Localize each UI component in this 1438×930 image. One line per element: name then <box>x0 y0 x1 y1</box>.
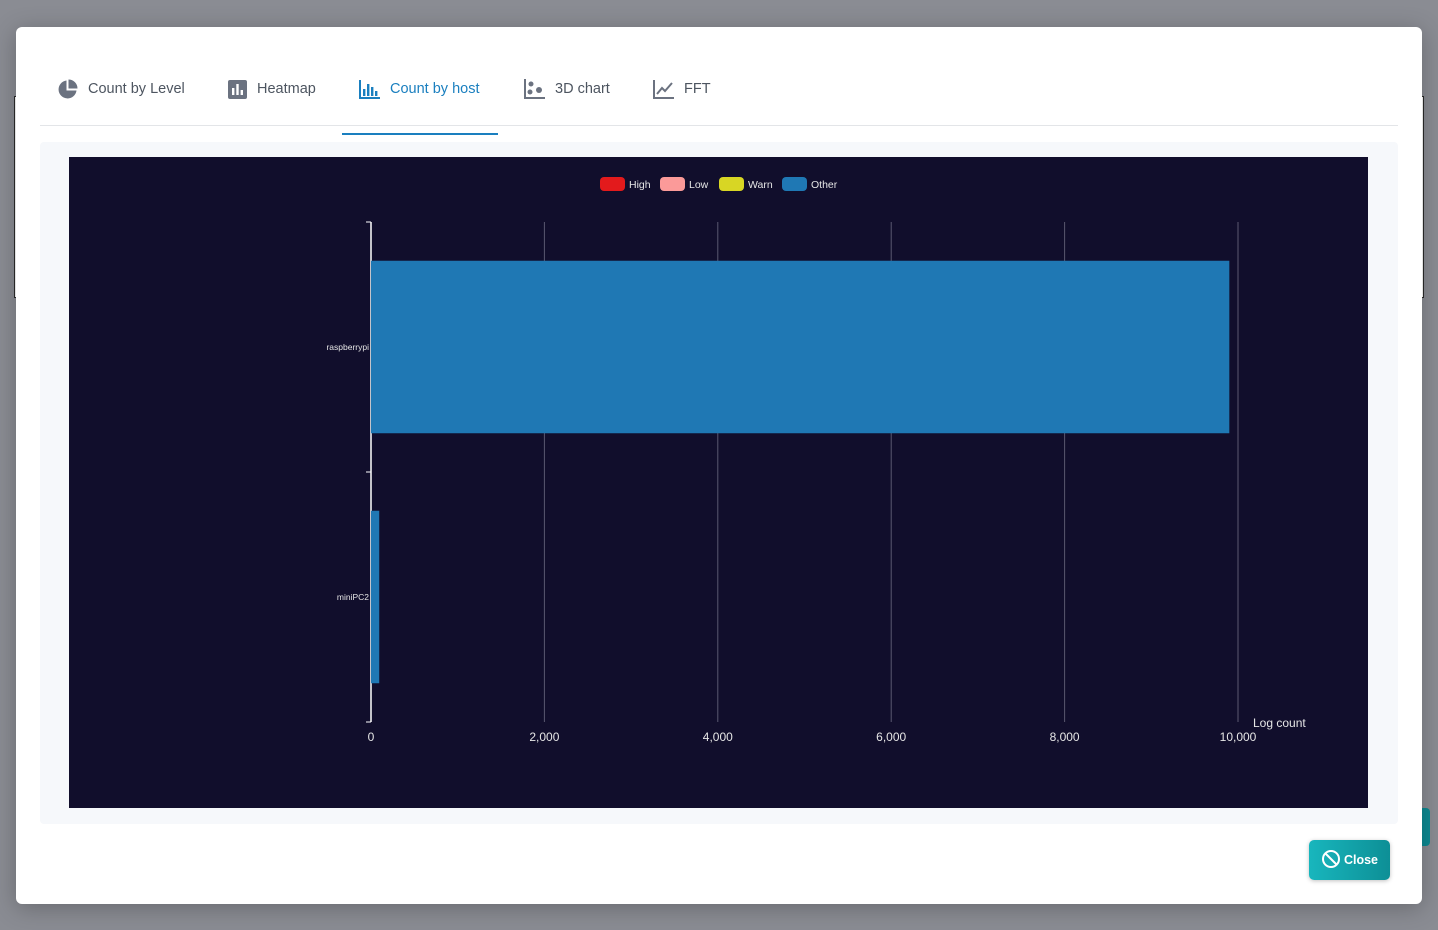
tab-label: Count by host <box>390 81 480 97</box>
legend-swatch-low <box>660 177 685 191</box>
bar-chart-icon <box>228 79 247 99</box>
x-tick-label: 4,000 <box>703 730 733 744</box>
legend-swatch-high <box>600 177 625 191</box>
x-tick-label: 10,000 <box>1220 730 1257 744</box>
tab-label: 3D chart <box>555 81 610 97</box>
x-tick-label: 8,000 <box>1050 730 1080 744</box>
legend-label-other: Other <box>811 179 838 191</box>
ban-icon <box>1321 849 1341 872</box>
x-tick-label: 2,000 <box>529 730 559 744</box>
count-by-host-chart: 0 2,000 4,000 6,000 8,000 10,000 raspberrypi mi… <box>69 157 1368 808</box>
tab-count-by-level[interactable]: Count by Level <box>57 69 185 109</box>
x-axis-label: Log count <box>1253 716 1306 730</box>
active-tab-indicator <box>342 133 498 135</box>
tab-bar: Count by Level Heatmap <box>40 57 1398 135</box>
tab-fft[interactable]: FFT <box>653 69 711 109</box>
tab-3d-chart[interactable]: 3D chart <box>524 69 610 109</box>
legend-swatch-warn <box>719 177 744 191</box>
x-tick-label: 0 <box>368 730 375 744</box>
y-category-label: miniPC2 <box>337 592 369 602</box>
x-tick-label: 6,000 <box>876 730 906 744</box>
tab-label: FFT <box>684 81 711 97</box>
tab-count-by-host[interactable]: Count by host <box>359 69 479 109</box>
legend-label-high: High <box>629 179 651 191</box>
chart-modal: Count by Level Heatmap <box>16 27 1422 904</box>
tab-label: Heatmap <box>257 81 316 97</box>
pie-chart-icon <box>57 79 78 100</box>
legend-label-warn: Warn <box>748 179 773 191</box>
line-chart-icon <box>653 79 674 99</box>
legend-swatch-other <box>782 177 807 191</box>
tab-heatmap[interactable]: Heatmap <box>228 69 316 109</box>
close-button[interactable]: Close <box>1309 840 1390 880</box>
tab-label: Count by Level <box>88 81 185 97</box>
chart-svg: 0 2,000 4,000 6,000 8,000 10,000 raspberrypi mi… <box>326 177 1306 744</box>
chart-panel: 0 2,000 4,000 6,000 8,000 10,000 raspberrypi mi… <box>40 142 1398 824</box>
bar-other-minipc2 <box>371 510 380 684</box>
legend-label-low: Low <box>689 179 709 191</box>
bar-other-raspberrypi <box>371 260 1230 434</box>
scatter-icon <box>524 79 545 99</box>
close-button-label: Close <box>1343 853 1379 867</box>
y-category-label: raspberrypi <box>326 342 369 352</box>
grouped-bar-icon <box>359 79 380 99</box>
